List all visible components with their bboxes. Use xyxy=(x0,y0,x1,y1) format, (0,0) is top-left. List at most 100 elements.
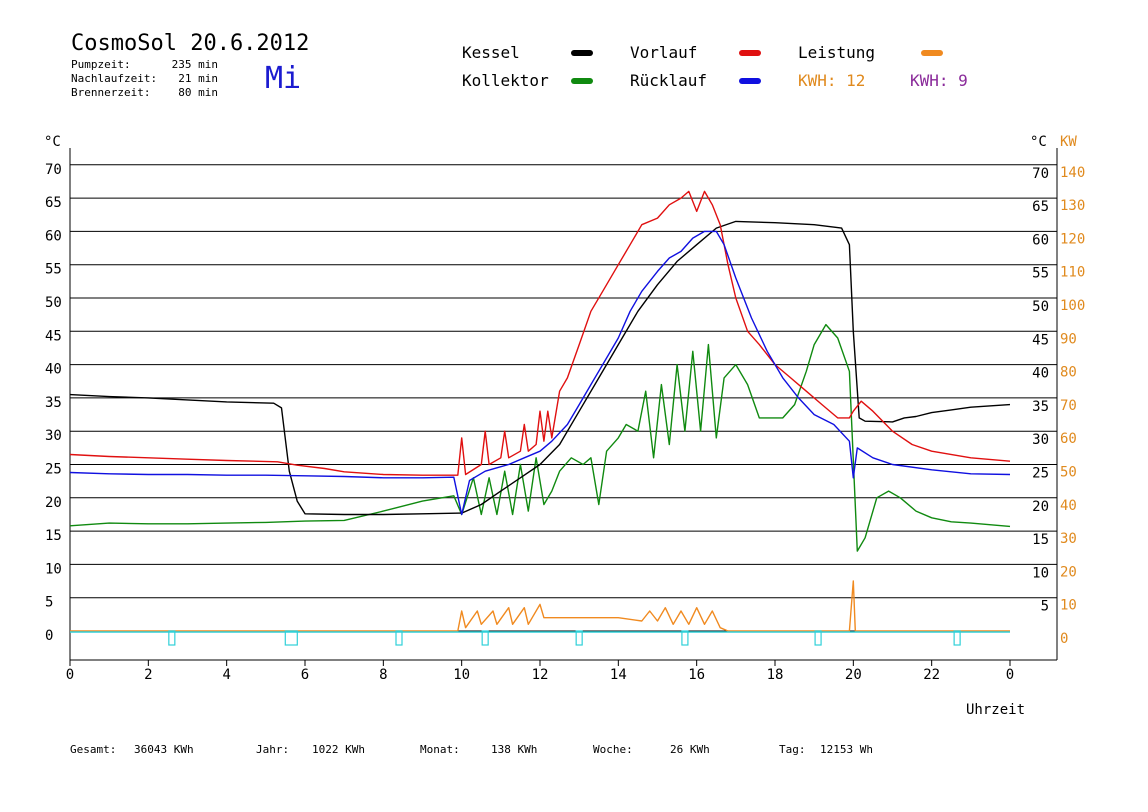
y-left-tick-15: 15 xyxy=(45,528,62,544)
x-tick-2: 4 xyxy=(222,667,230,683)
series-line-leistung xyxy=(70,580,1010,632)
x-tick-3: 6 xyxy=(301,667,309,683)
pump-marker-6 xyxy=(814,630,822,646)
pump-marker-3 xyxy=(481,630,489,646)
stat-value-brenner: 80 min xyxy=(178,86,218,99)
footer-label-monat: Monat: xyxy=(420,743,460,756)
y-left-tick-35: 35 xyxy=(45,395,62,411)
x-tick-7: 14 xyxy=(610,667,627,683)
y-right-tick-65: 65 xyxy=(1032,199,1049,215)
x-tick-4: 8 xyxy=(379,667,387,683)
kw-tick-90: 90 xyxy=(1060,331,1077,347)
pump-marker-5 xyxy=(681,630,689,646)
x-tick-6: 12 xyxy=(532,667,549,683)
x-tick-9: 18 xyxy=(767,667,784,683)
kw-tick-110: 110 xyxy=(1060,265,1085,281)
y-left-tick-20: 20 xyxy=(45,495,62,511)
kw-tick-20: 20 xyxy=(1060,564,1077,580)
y-right-tick-15: 15 xyxy=(1032,532,1049,548)
kwh-purple: KWH: 9 xyxy=(910,71,968,90)
y-right-tick-50: 50 xyxy=(1032,299,1049,315)
series-line-vorlauf xyxy=(69,190,1011,476)
y-left-tick-65: 65 xyxy=(45,195,62,211)
y-right-tick-45: 45 xyxy=(1032,332,1049,348)
weekday-label: Mi xyxy=(265,61,301,96)
x-tick-11: 22 xyxy=(923,667,940,683)
y-right-tick-70: 70 xyxy=(1032,166,1049,182)
y-left-tick-60: 60 xyxy=(45,228,62,244)
x-tick-1: 2 xyxy=(144,667,152,683)
x-tick-8: 16 xyxy=(688,667,705,683)
y-left-tick-25: 25 xyxy=(45,462,62,478)
pump-marker-4 xyxy=(575,630,583,646)
y-left-tick-45: 45 xyxy=(45,328,62,344)
y-right-tick-40: 40 xyxy=(1032,366,1049,382)
footer-label-gesamt: Gesamt: xyxy=(70,743,116,756)
kw-tick-100: 100 xyxy=(1060,298,1085,314)
x-tick-12: 0 xyxy=(1006,667,1014,683)
footer-label-tag: Tag: xyxy=(779,743,806,756)
y-right-tick-10: 10 xyxy=(1032,565,1049,581)
legend-label-kessel: Kessel xyxy=(462,43,520,62)
kw-tick-140: 140 xyxy=(1060,165,1085,181)
pump-status-line xyxy=(70,630,1010,646)
footer-label-jahr: Jahr: xyxy=(256,743,289,756)
kw-tick-120: 120 xyxy=(1060,231,1085,247)
series-line-kessel xyxy=(69,220,1011,516)
series-line-ruecklauf xyxy=(69,230,1011,516)
y-right-tick-35: 35 xyxy=(1032,399,1049,415)
kw-tick-10: 10 xyxy=(1060,598,1077,614)
y-left-tick-10: 10 xyxy=(45,561,62,577)
stat-label-pump: Pumpzeit: xyxy=(71,58,131,71)
y-right-tick-20: 20 xyxy=(1032,499,1049,515)
y-left-unit: °C xyxy=(44,134,61,150)
x-tick-10: 20 xyxy=(845,667,862,683)
stat-label-brenner: Brennerzeit: xyxy=(71,86,150,99)
x-tick-0: 0 xyxy=(66,667,74,683)
footer-value-woche: 26 KWh xyxy=(670,743,710,756)
stat-value-pump: 235 min xyxy=(172,58,218,71)
y-right-tick-60: 60 xyxy=(1032,232,1049,248)
chart-title: CosmoSol 20.6.2012 xyxy=(71,31,309,56)
pump-marker-7 xyxy=(953,630,961,646)
stat-value-nachlauf: 21 min xyxy=(178,72,218,85)
legend-label-vorlauf: Vorlauf xyxy=(630,43,697,62)
y-left-tick-70: 70 xyxy=(45,162,62,178)
stat-label-nachlauf: Nachlaufzeit: xyxy=(71,72,157,85)
y-left-tick-5: 5 xyxy=(45,595,53,611)
kw-tick-70: 70 xyxy=(1060,398,1077,414)
legend-label-leistung: Leistung xyxy=(798,43,875,62)
footer-value-tag: 12153 Wh xyxy=(820,743,873,756)
kwh-orange: KWH: 12 xyxy=(798,71,865,90)
kw-tick-50: 50 xyxy=(1060,465,1077,481)
x-axis-label: Uhrzeit xyxy=(966,702,1025,718)
kw-tick-130: 130 xyxy=(1060,198,1085,214)
y-left-tick-40: 40 xyxy=(45,362,62,378)
kw-tick-30: 30 xyxy=(1060,531,1077,547)
y-left-tick-50: 50 xyxy=(45,295,62,311)
series-lines xyxy=(69,190,1011,632)
y-right-tick-5: 5 xyxy=(1041,599,1049,615)
pump-marker-1 xyxy=(284,630,298,646)
footer-value-jahr: 1022 KWh xyxy=(312,743,365,756)
pump-marker-0 xyxy=(168,630,176,646)
y-right-tick-55: 55 xyxy=(1032,266,1049,282)
legend-label-ruecklauf: Rücklauf xyxy=(630,71,707,90)
kw-tick-40: 40 xyxy=(1060,498,1077,514)
x-tick-5: 10 xyxy=(453,667,470,683)
kw-tick-60: 60 xyxy=(1060,431,1077,447)
y-left-tick-0: 0 xyxy=(45,628,53,644)
kw-tick-80: 80 xyxy=(1060,365,1077,381)
gridlines xyxy=(70,164,1057,599)
pump-marker-2 xyxy=(395,630,403,646)
tick-labels: 0510152025303540455055606570510152025303… xyxy=(45,162,1085,683)
y-right-tick-30: 30 xyxy=(1032,432,1049,448)
y-left-tick-55: 55 xyxy=(45,262,62,278)
footer-stats: Gesamt: 36043 KWh Jahr: 1022 KWh Monat: … xyxy=(70,743,873,756)
footer-label-woche: Woche: xyxy=(593,743,633,756)
series-line-kollektor xyxy=(69,323,1011,552)
legend: Kessel Vorlauf Leistung Kollektor Rückla… xyxy=(462,43,968,90)
kw-tick-0: 0 xyxy=(1060,631,1068,647)
y-right-unit: °C xyxy=(1030,134,1047,150)
